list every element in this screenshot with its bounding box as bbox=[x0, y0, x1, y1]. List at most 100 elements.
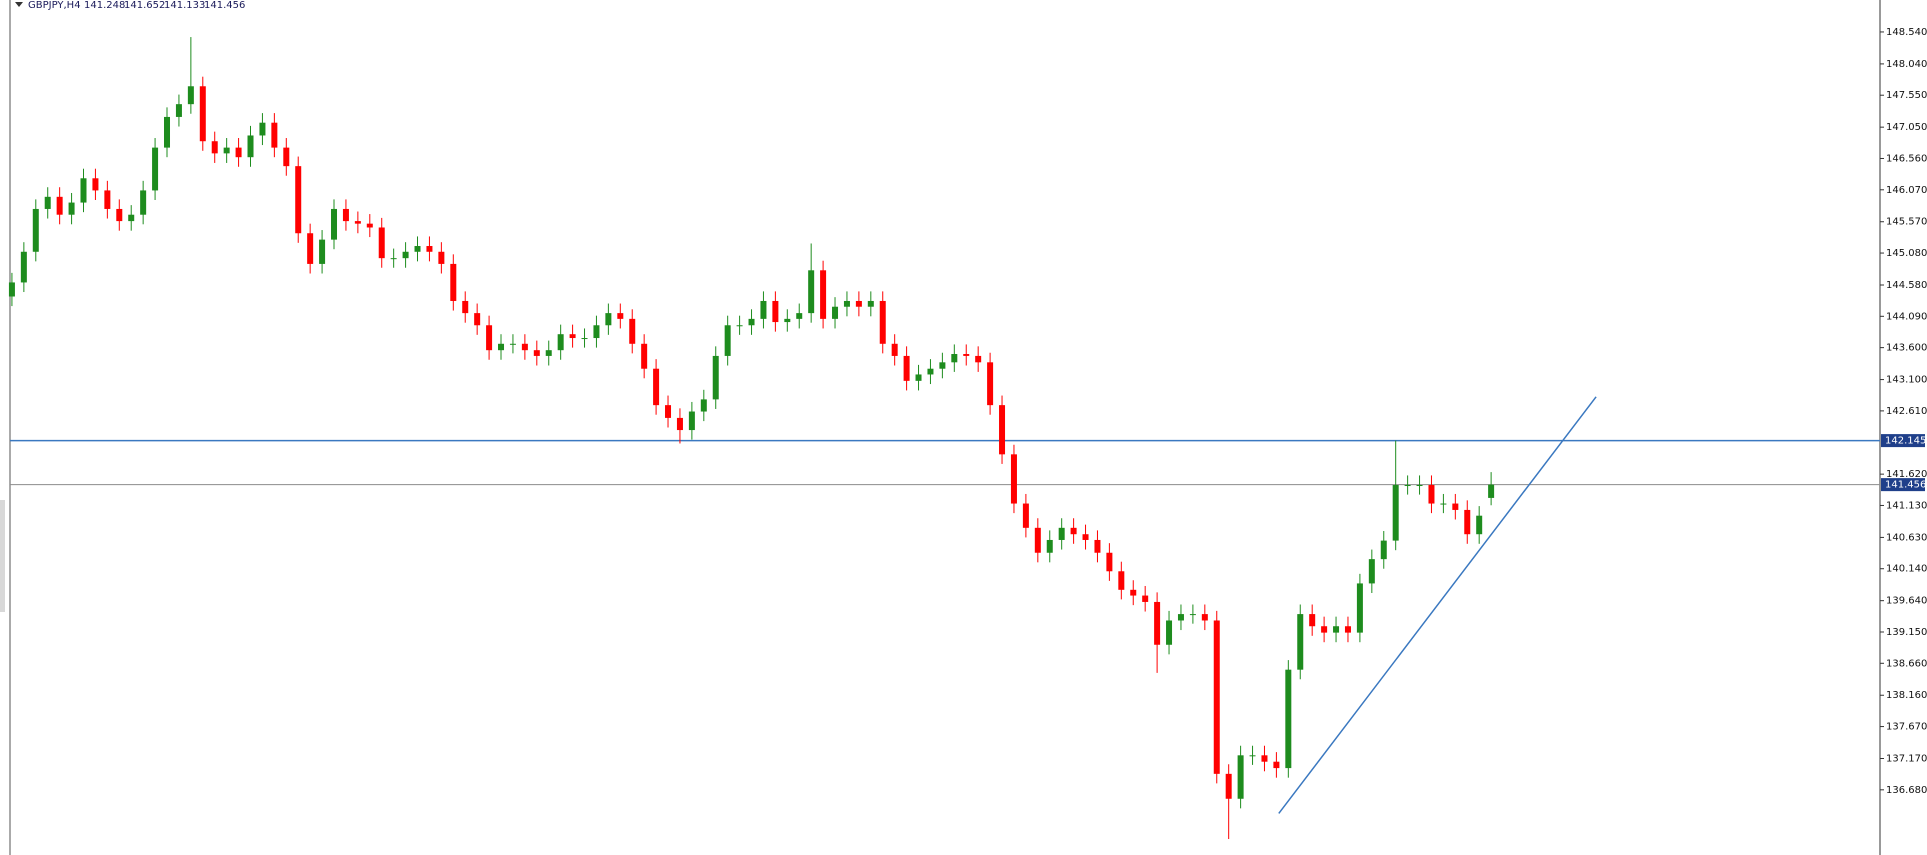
candle-body bbox=[796, 313, 803, 319]
candle-body bbox=[1452, 503, 1459, 510]
candle-body bbox=[199, 86, 206, 142]
candle-body bbox=[832, 306, 839, 319]
candle-body bbox=[569, 334, 576, 339]
y-tick-label: 139.640 bbox=[1886, 596, 1927, 607]
candle-body bbox=[223, 147, 230, 154]
candle-body bbox=[1261, 755, 1268, 762]
candle-body bbox=[545, 350, 552, 356]
y-tick-label: 139.150 bbox=[1886, 627, 1927, 638]
candle-body bbox=[1249, 755, 1256, 757]
y-tick-label: 148.040 bbox=[1886, 59, 1927, 70]
candle-body bbox=[1034, 527, 1041, 553]
candle-body bbox=[8, 282, 15, 297]
candle-body bbox=[999, 405, 1006, 455]
candle-body bbox=[1368, 559, 1375, 584]
candle-body bbox=[1321, 626, 1328, 633]
y-tick-label: 146.560 bbox=[1886, 153, 1927, 164]
candle-body bbox=[760, 300, 767, 319]
candle-body bbox=[390, 258, 397, 260]
y-tick-label: 145.080 bbox=[1886, 248, 1927, 259]
header-high: 141.652 bbox=[124, 0, 165, 11]
candle-body bbox=[438, 251, 445, 264]
candle-body bbox=[20, 251, 27, 283]
candle-body bbox=[748, 318, 755, 326]
candle-body bbox=[319, 239, 326, 264]
candle-body bbox=[653, 368, 660, 406]
y-tick-label: 142.610 bbox=[1886, 406, 1927, 417]
candle-body bbox=[975, 355, 982, 363]
candle-body bbox=[259, 122, 266, 136]
y-tick-label: 138.660 bbox=[1886, 658, 1927, 669]
candle-body bbox=[426, 246, 433, 252]
price-label-box bbox=[1881, 478, 1925, 492]
candle-body bbox=[247, 135, 254, 158]
y-tick-label: 147.050 bbox=[1886, 122, 1927, 133]
candle-body bbox=[1333, 626, 1340, 633]
candle-body bbox=[1285, 669, 1292, 769]
candle-body bbox=[1154, 601, 1161, 645]
candle-body bbox=[951, 354, 958, 363]
candle-body bbox=[867, 300, 874, 307]
candle-body bbox=[927, 368, 934, 375]
y-tick-label: 137.170 bbox=[1886, 754, 1927, 765]
y-tick-label: 137.670 bbox=[1886, 722, 1927, 733]
candle-body bbox=[700, 399, 707, 412]
y-tick-label: 140.630 bbox=[1886, 532, 1927, 543]
candle-body bbox=[784, 318, 791, 323]
price-label: 141.456 bbox=[1885, 480, 1926, 491]
candle-body bbox=[331, 208, 338, 240]
candle-body bbox=[688, 411, 695, 431]
y-tick-label: 136.680 bbox=[1886, 785, 1927, 796]
candle-body bbox=[581, 338, 588, 340]
y-tick-label: 143.600 bbox=[1886, 343, 1927, 354]
y-tick-label: 144.090 bbox=[1886, 311, 1927, 322]
candle-body bbox=[1488, 484, 1495, 498]
candle-body bbox=[1309, 614, 1316, 627]
price-label-box bbox=[1881, 434, 1925, 448]
candle-body bbox=[509, 343, 516, 345]
candle-body bbox=[629, 318, 636, 344]
candle-body bbox=[915, 374, 922, 381]
candle-body bbox=[271, 122, 278, 148]
scroll-handle bbox=[0, 500, 5, 612]
header-close: 141.456 bbox=[204, 0, 245, 11]
candle-body bbox=[1010, 454, 1017, 504]
candle-body bbox=[820, 270, 827, 319]
y-tick-label: 144.580 bbox=[1886, 280, 1927, 291]
candle-body bbox=[187, 86, 194, 105]
candle-body bbox=[1428, 485, 1435, 504]
candle-body bbox=[533, 350, 540, 356]
candle-body bbox=[1213, 620, 1220, 774]
y-tick-label: 138.160 bbox=[1886, 690, 1927, 701]
candle-body bbox=[1177, 614, 1184, 621]
menu-triangle bbox=[15, 2, 23, 7]
candle-body bbox=[295, 166, 302, 234]
candle-body bbox=[366, 223, 373, 228]
candle-body bbox=[855, 300, 862, 307]
candle-body bbox=[462, 300, 469, 314]
candle-body bbox=[1082, 534, 1089, 540]
candle-body bbox=[521, 343, 528, 351]
candle-body bbox=[736, 325, 743, 327]
y-tick-label: 145.570 bbox=[1886, 217, 1927, 228]
candle-body bbox=[939, 362, 946, 369]
candle-body bbox=[665, 405, 672, 418]
candle-body bbox=[56, 196, 63, 215]
candle-body bbox=[354, 221, 361, 224]
candle-body bbox=[32, 208, 39, 252]
candle-body bbox=[104, 190, 111, 209]
y-tick-label: 140.140 bbox=[1886, 564, 1927, 575]
candle-body bbox=[44, 196, 51, 209]
candle-body bbox=[1142, 595, 1149, 602]
candle-body bbox=[474, 313, 481, 326]
y-tick-label: 147.550 bbox=[1886, 90, 1927, 101]
candle-body bbox=[1130, 589, 1137, 596]
candle-body bbox=[486, 325, 493, 351]
candle-body bbox=[450, 263, 457, 301]
candle-body bbox=[1297, 614, 1304, 670]
candle-body bbox=[164, 116, 171, 148]
candle-body bbox=[1094, 539, 1101, 553]
